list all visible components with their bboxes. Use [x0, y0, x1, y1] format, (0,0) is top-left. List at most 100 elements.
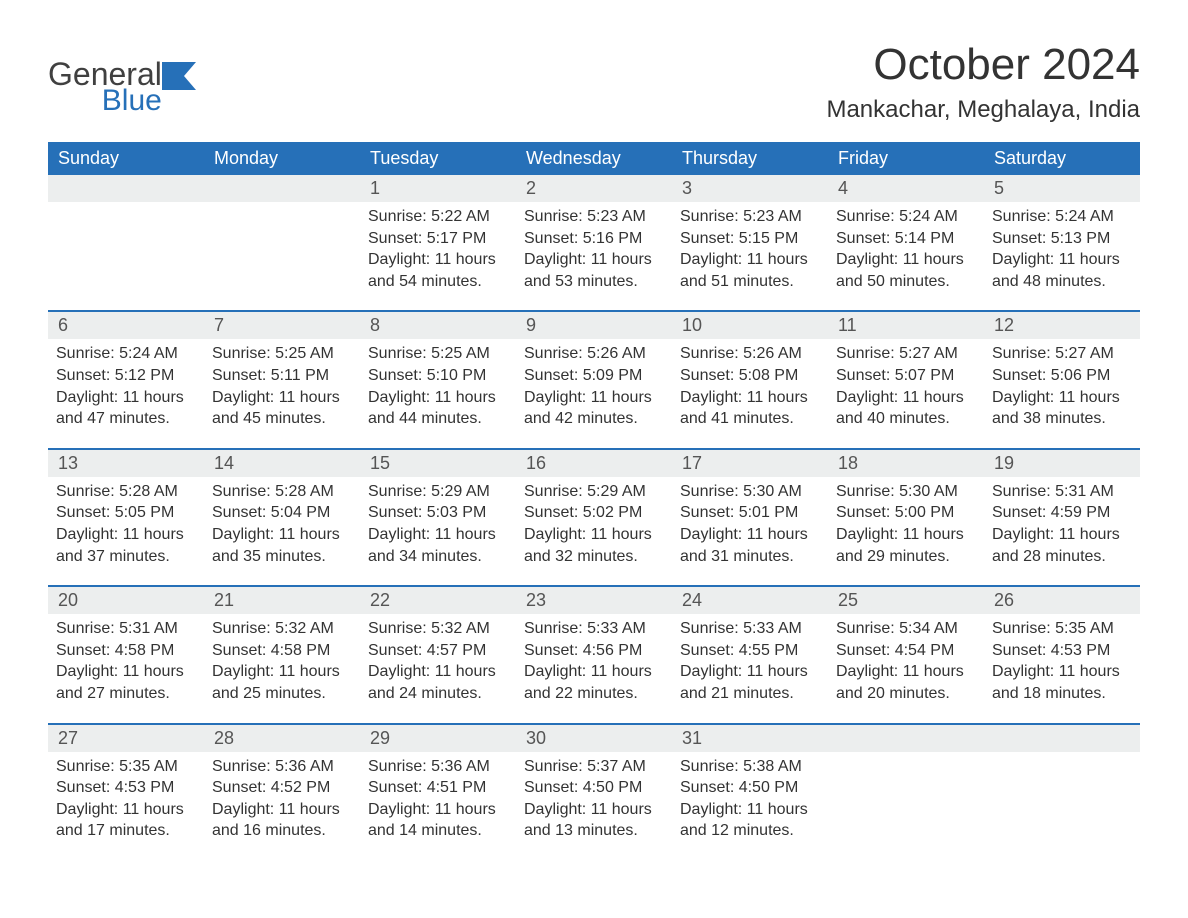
sunset-line: Sunset: 5:17 PM [368, 228, 508, 250]
sunrise-line: Sunrise: 5:24 AM [836, 206, 976, 228]
daylight-line: Daylight: 11 hours and 38 minutes. [992, 387, 1132, 430]
sunrise-line: Sunrise: 5:22 AM [368, 206, 508, 228]
day-detail: Sunrise: 5:26 AMSunset: 5:09 PMDaylight:… [516, 339, 672, 429]
sunrise-line: Sunrise: 5:28 AM [212, 481, 352, 503]
day-detail: Sunrise: 5:35 AMSunset: 4:53 PMDaylight:… [984, 614, 1140, 704]
sunset-line: Sunset: 4:53 PM [56, 777, 196, 799]
day-number: 27 [48, 725, 204, 752]
day-number: 9 [516, 312, 672, 339]
daylight-line: Daylight: 11 hours and 32 minutes. [524, 524, 664, 567]
sunrise-line: Sunrise: 5:30 AM [680, 481, 820, 503]
sunset-line: Sunset: 5:15 PM [680, 228, 820, 250]
daylight-line: Daylight: 11 hours and 28 minutes. [992, 524, 1132, 567]
day-detail: Sunrise: 5:32 AMSunset: 4:57 PMDaylight:… [360, 614, 516, 704]
day-number: 4 [828, 175, 984, 202]
sunrise-line: Sunrise: 5:25 AM [368, 343, 508, 365]
sunrise-line: Sunrise: 5:32 AM [368, 618, 508, 640]
daylight-line: Daylight: 11 hours and 47 minutes. [56, 387, 196, 430]
sunset-line: Sunset: 5:00 PM [836, 502, 976, 524]
day-detail-row: Sunrise: 5:22 AMSunset: 5:17 PM Daylight:… [48, 202, 1140, 292]
day-detail: Sunrise: 5:35 AMSunset: 4:53 PMDaylight:… [48, 752, 204, 842]
weekday-header-row: SundayMondayTuesdayWednesdayThursdayFrid… [48, 142, 1140, 175]
daylight-line: Daylight: 11 hours and 14 minutes. [368, 799, 508, 842]
day-number [828, 725, 984, 752]
day-detail: Sunrise: 5:30 AMSunset: 5:00 PMDaylight:… [828, 477, 984, 567]
sunrise-line: Sunrise: 5:34 AM [836, 618, 976, 640]
sunrise-line: Sunrise: 5:33 AM [680, 618, 820, 640]
day-detail: Sunrise: 5:25 AMSunset: 5:10 PMDaylight:… [360, 339, 516, 429]
day-number: 31 [672, 725, 828, 752]
day-number-row: 6789101112 [48, 312, 1140, 339]
sunset-line: Sunset: 4:50 PM [680, 777, 820, 799]
sunrise-line: Sunrise: 5:24 AM [992, 206, 1132, 228]
calendar-grid: SundayMondayTuesdayWednesdayThursdayFrid… [48, 142, 1140, 842]
sunset-line: Sunset: 5:11 PM [212, 365, 352, 387]
daylight-line: Daylight: 11 hours and 41 minutes. [680, 387, 820, 430]
daylight-line: Daylight: 11 hours and 18 minutes. [992, 661, 1132, 704]
sunset-line: Sunset: 5:12 PM [56, 365, 196, 387]
daylight-line: Daylight: 11 hours and 17 minutes. [56, 799, 196, 842]
daylight-line: Daylight: 11 hours and 12 minutes. [680, 799, 820, 842]
day-detail: Sunrise: 5:31 AMSunset: 4:58 PMDaylight:… [48, 614, 204, 704]
day-number-row: 12345 [48, 175, 1140, 202]
day-detail: Sunrise: 5:33 AMSunset: 4:55 PMDaylight:… [672, 614, 828, 704]
sunset-line: Sunset: 5:02 PM [524, 502, 664, 524]
sunrise-line: Sunrise: 5:32 AM [212, 618, 352, 640]
day-detail: Sunrise: 5:24 AMSunset: 5:13 PMDaylight:… [984, 202, 1140, 292]
day-detail: Sunrise: 5:29 AMSunset: 5:02 PMDaylight:… [516, 477, 672, 567]
daylight-line: Daylight: 11 hours and 31 minutes. [680, 524, 820, 567]
day-detail: Sunrise: 5:27 AMSunset: 5:06 PMDaylight:… [984, 339, 1140, 429]
day-detail: Sunrise: 5:28 AMSunset: 5:05 PMDaylight:… [48, 477, 204, 567]
weekday-label: Saturday [984, 142, 1140, 175]
weekday-label: Sunday [48, 142, 204, 175]
daylight-line: Daylight: 11 hours and 51 minutes. [680, 249, 820, 292]
day-detail: Sunrise: 5:29 AMSunset: 5:03 PMDaylight:… [360, 477, 516, 567]
sunset-line: Sunset: 4:50 PM [524, 777, 664, 799]
daylight-line: Daylight: 11 hours and 13 minutes. [524, 799, 664, 842]
logo-blue-text: Blue [90, 86, 162, 116]
day-number: 6 [48, 312, 204, 339]
sunrise-line: Sunrise: 5:27 AM [836, 343, 976, 365]
daylight-line: Daylight: 11 hours and 20 minutes. [836, 661, 976, 704]
day-detail: Sunrise: 5:33 AMSunset: 4:56 PMDaylight:… [516, 614, 672, 704]
header: General Blue October 2024 Mankachar, Meg… [48, 40, 1140, 124]
daylight-line: Daylight: 11 hours and 50 minutes. [836, 249, 976, 292]
sunrise-line: Sunrise: 5:25 AM [212, 343, 352, 365]
day-number: 2 [516, 175, 672, 202]
daylight-line: Daylight: 11 hours and 25 minutes. [212, 661, 352, 704]
sunset-line: Sunset: 5:14 PM [836, 228, 976, 250]
day-detail: Sunrise: 5:23 AMSunset: 5:15 PMDaylight:… [672, 202, 828, 292]
sunrise-line: Sunrise: 5:31 AM [992, 481, 1132, 503]
daylight-line: Daylight: 11 hours and 42 minutes. [524, 387, 664, 430]
sunset-line: Sunset: 4:52 PM [212, 777, 352, 799]
daylight-line: Daylight: 11 hours and 44 minutes. [368, 387, 508, 430]
day-number-row: 20212223242526 [48, 587, 1140, 614]
day-number: 5 [984, 175, 1140, 202]
sunrise-line: Sunrise: 5:36 AM [368, 756, 508, 778]
day-detail [48, 202, 204, 292]
day-number: 28 [204, 725, 360, 752]
day-detail-row: Sunrise: 5:31 AMSunset: 4:58 PMDaylight:… [48, 614, 1140, 704]
day-number: 22 [360, 587, 516, 614]
day-number: 15 [360, 450, 516, 477]
daylight-line: Daylight: 11 hours and 35 minutes. [212, 524, 352, 567]
sunrise-line: Sunrise: 5:33 AM [524, 618, 664, 640]
sunrise-line: Sunrise: 5:38 AM [680, 756, 820, 778]
day-number [204, 175, 360, 202]
sunrise-line: Sunrise: 5:23 AM [524, 206, 664, 228]
sunrise-line: Sunrise: 5:26 AM [680, 343, 820, 365]
sunset-line: Sunset: 5:07 PM [836, 365, 976, 387]
day-number: 16 [516, 450, 672, 477]
day-detail: Sunrise: 5:32 AMSunset: 4:58 PMDaylight:… [204, 614, 360, 704]
day-detail: Sunrise: 5:22 AMSunset: 5:17 PMDaylight:… [360, 202, 516, 292]
day-detail: Sunrise: 5:27 AMSunset: 5:07 PMDaylight:… [828, 339, 984, 429]
day-detail: Sunrise: 5:36 AMSunset: 4:52 PMDaylight:… [204, 752, 360, 842]
daylight-line: Daylight: 11 hours and 40 minutes. [836, 387, 976, 430]
day-number [984, 725, 1140, 752]
daylight-line: Daylight: 11 hours and 16 minutes. [212, 799, 352, 842]
day-number: 7 [204, 312, 360, 339]
daylight-line: Daylight: 11 hours and 45 minutes. [212, 387, 352, 430]
day-detail: Sunrise: 5:31 AMSunset: 4:59 PMDaylight:… [984, 477, 1140, 567]
day-number: 12 [984, 312, 1140, 339]
day-number: 29 [360, 725, 516, 752]
